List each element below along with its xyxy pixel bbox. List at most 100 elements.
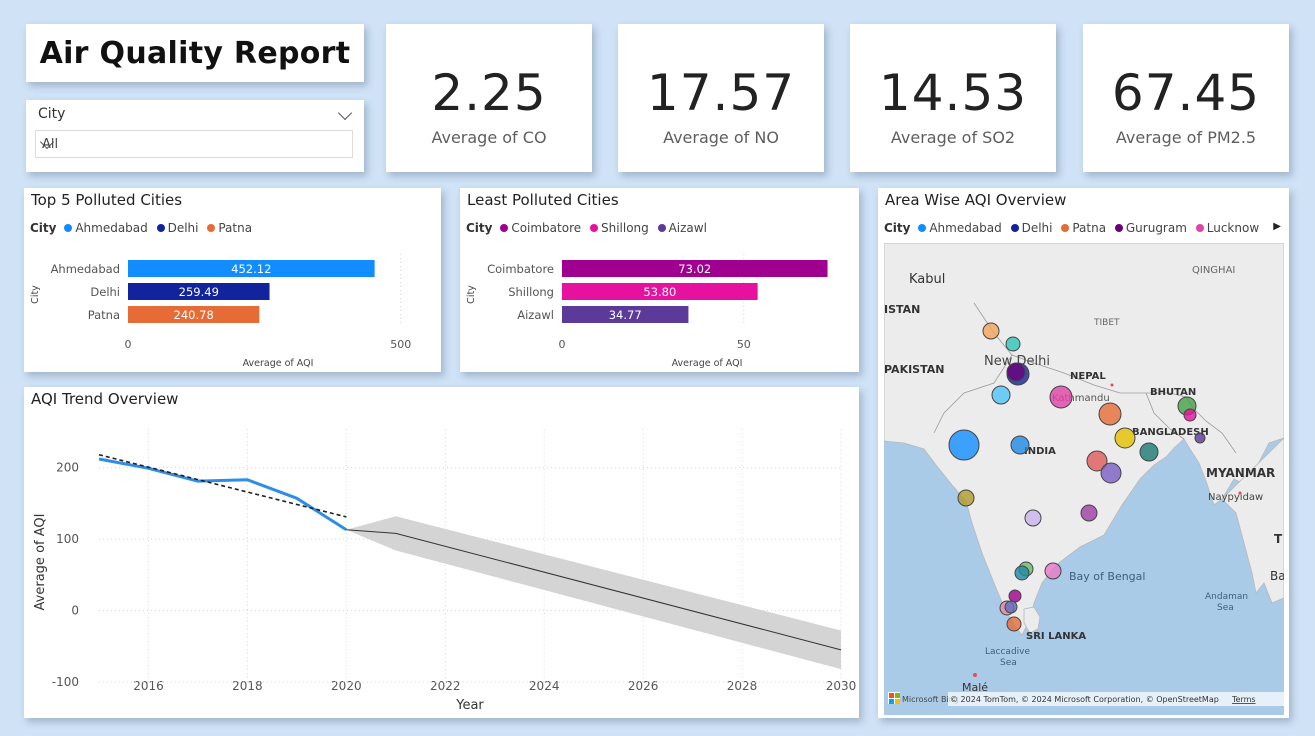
chart-legend: City Coimbatore Shillong Aizawl xyxy=(466,221,712,235)
visual-title: Top 5 Polluted Cities xyxy=(31,191,183,209)
terms-link[interactable]: Terms xyxy=(1231,695,1256,704)
area-aqi-map-visual[interactable]: Area Wise AQI Overview City Ahmedabad De… xyxy=(878,188,1289,718)
slicer-label: City xyxy=(38,106,66,122)
top-polluted-visual[interactable]: Top 5 Polluted Cities City Ahmedabad Del… xyxy=(24,188,441,372)
y-tick-label: 0 xyxy=(71,604,79,618)
city-bubble[interactable] xyxy=(1183,408,1197,422)
map-label: BANGLADESH xyxy=(1132,427,1209,438)
city-dropdown[interactable]: All xyxy=(35,130,353,158)
y-axis-title: City xyxy=(30,285,41,304)
map-label: ISTAN xyxy=(884,303,920,316)
city-bubble[interactable] xyxy=(1005,336,1021,352)
city-bubble[interactable] xyxy=(1004,600,1018,614)
bar xyxy=(128,283,270,300)
city-bubble[interactable] xyxy=(1086,450,1108,472)
map-label: Naypyidaw xyxy=(1208,492,1263,503)
aqi-trend-visual[interactable]: AQI Trend Overview 2016 2018 2020 2022 2024 2… xyxy=(24,387,859,718)
map-label: PAKISTAN xyxy=(884,363,944,376)
city-bubble[interactable] xyxy=(1006,362,1026,382)
city-slicer[interactable]: City All xyxy=(26,100,364,172)
legend-label: Patna xyxy=(218,221,253,235)
top-polluted-chart[interactable]: 452.12 Ahmedabad 259.49 Delhi 240.78 Patna 0 50… xyxy=(24,188,441,372)
legend-item[interactable]: Patna xyxy=(1061,221,1106,235)
legend-item[interactable]: Ahmedabad xyxy=(64,221,148,235)
city-bubble[interactable] xyxy=(1049,385,1073,409)
legend-item[interactable]: Patna xyxy=(207,221,252,235)
tick-label: 50 xyxy=(737,338,751,351)
map-label: QINGHAI xyxy=(1192,265,1235,276)
kpi-value: 17.57 xyxy=(646,64,796,122)
city-bubble[interactable] xyxy=(1008,589,1022,603)
legend-dot xyxy=(657,224,666,232)
kpi-label: Average of PM2.5 xyxy=(1115,128,1257,147)
city-dropdown-value: All xyxy=(42,137,59,152)
data-label: 259.49 xyxy=(179,285,219,299)
kpi-so2-card: 14.53 Average of SO2 xyxy=(850,24,1056,172)
y-tick-label: -100 xyxy=(52,675,79,689)
legend-item[interactable]: Delhi xyxy=(156,221,199,235)
city-bubble[interactable] xyxy=(1114,427,1136,449)
legend-dot xyxy=(1061,224,1070,232)
india-map[interactable]: Kabul QINGHAI ISTAN TIBET New Delhi NEPA… xyxy=(884,243,1284,715)
legend-item[interactable]: Aizawl xyxy=(657,221,707,235)
legend-label: Delhi xyxy=(167,221,199,235)
x-tick-label: 2022 xyxy=(430,679,461,693)
page-title: Air Quality Report xyxy=(39,35,351,71)
city-bubble[interactable] xyxy=(1194,432,1206,444)
city-bubble[interactable] xyxy=(1080,504,1098,522)
map-label: T xyxy=(1274,532,1283,546)
city-bubble[interactable] xyxy=(1044,562,1062,580)
x-tick-label: 2030 xyxy=(826,679,857,693)
legend-item[interactable]: Coimbatore xyxy=(500,221,581,235)
bar xyxy=(562,260,828,277)
legend-label: Lucknow xyxy=(1206,221,1260,235)
city-bubble[interactable] xyxy=(1098,402,1122,426)
legend-item[interactable]: Delhi xyxy=(1010,221,1053,235)
trend-line xyxy=(98,453,347,518)
city-bubble[interactable] xyxy=(1010,435,1030,455)
map-label: Sea xyxy=(1000,658,1017,668)
city-bubble[interactable] xyxy=(991,385,1011,405)
legend-item[interactable]: Gurugram xyxy=(1114,221,1187,235)
city-bubble[interactable] xyxy=(1100,462,1122,484)
category-label: Coimbatore xyxy=(487,262,554,276)
legend-dot xyxy=(156,224,165,232)
legend-dot xyxy=(589,224,598,232)
legend-dot xyxy=(64,224,73,232)
chevron-down-icon[interactable] xyxy=(337,105,353,121)
legend-label: Aizawl xyxy=(668,221,707,235)
kpi-label: Average of CO xyxy=(431,128,547,147)
aqi-trend-chart[interactable]: 2016 2018 2020 2022 2024 2026 2028 2030 200 100 0 -… xyxy=(24,387,859,718)
bing-wordmark: Microsoft Bing xyxy=(902,695,959,704)
data-label: 452.12 xyxy=(231,262,271,276)
legend-item[interactable]: Ahmedabad xyxy=(918,221,1002,235)
map-label: Laccadive xyxy=(985,647,1030,657)
city-bubble[interactable] xyxy=(1006,616,1022,632)
x-tick-label: 2028 xyxy=(727,679,758,693)
city-bubbles[interactable] xyxy=(948,322,1206,632)
map-attribution[interactable]: © 2024 TomTom, © 2024 Microsoft Corporat… xyxy=(950,695,1219,704)
map-label: Sea xyxy=(1217,603,1234,613)
city-bubble[interactable] xyxy=(1139,442,1159,462)
bar xyxy=(562,306,689,323)
city-bubble[interactable] xyxy=(982,322,1000,340)
bar xyxy=(128,306,260,323)
legend-dot xyxy=(1114,224,1123,232)
visual-title: Least Polluted Cities xyxy=(467,191,619,209)
city-bubble[interactable] xyxy=(948,429,980,461)
city-bubble[interactable] xyxy=(1024,509,1042,527)
forecast-band xyxy=(346,516,841,670)
forecast-line xyxy=(346,529,842,651)
legend-item[interactable]: Lucknow xyxy=(1195,221,1260,235)
city-bubble[interactable] xyxy=(1014,565,1030,581)
legend-next-icon[interactable]: ▶ xyxy=(1273,221,1281,232)
least-polluted-visual[interactable]: Least Polluted Cities City Coimbatore Sh… xyxy=(460,188,859,372)
map-label: Kabul xyxy=(909,272,945,287)
category-label: Shillong xyxy=(508,285,554,299)
bing-logo-tile xyxy=(889,699,894,704)
capital-dot xyxy=(1238,491,1242,495)
map-label: TIBET xyxy=(1093,318,1120,328)
least-polluted-chart[interactable]: 73.02 Coimbatore 53.80 Shillong 34.77 Aizawl 0… xyxy=(460,188,859,372)
legend-item[interactable]: Shillong xyxy=(589,221,649,235)
city-bubble[interactable] xyxy=(957,489,975,507)
